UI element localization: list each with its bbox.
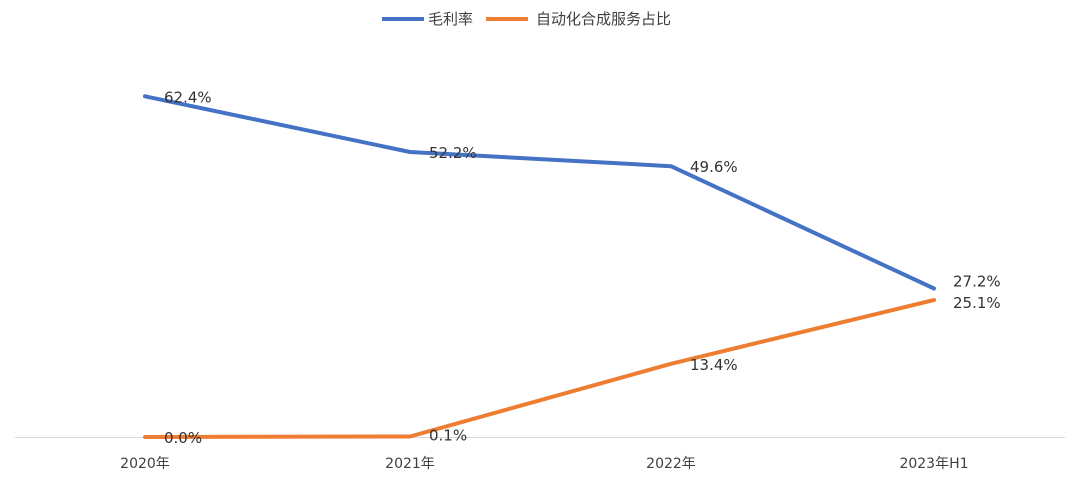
legend: 毛利率 自动化合成服务占比 bbox=[382, 10, 671, 28]
automation-share-line bbox=[143, 298, 936, 439]
x-tick-label: 2020年 bbox=[120, 456, 170, 472]
legend-label: 自动化合成服务占比 bbox=[536, 10, 671, 28]
data-labels: 62.4% 52.2% 49.6% 27.2% 0.0% 0.1% 13.4% 25.1% bbox=[164, 88, 1001, 447]
data-label: 13.4% bbox=[690, 356, 738, 374]
data-label: 62.4% bbox=[164, 88, 212, 106]
x-tick-label: 2023年H1 bbox=[899, 456, 968, 472]
data-label: 52.2% bbox=[429, 144, 477, 162]
gross-margin-line bbox=[143, 94, 936, 291]
x-axis-ticks: 2020年 2021年 2022年 2023年H1 bbox=[120, 456, 968, 472]
data-label: 27.2% bbox=[953, 272, 1001, 290]
x-tick-label: 2021年 bbox=[385, 456, 435, 472]
data-label: 25.1% bbox=[953, 294, 1001, 312]
data-label: 0.0% bbox=[164, 429, 202, 447]
series-lines bbox=[143, 94, 936, 439]
data-label: 0.1% bbox=[429, 426, 467, 444]
legend-label: 毛利率 bbox=[428, 10, 473, 28]
x-tick-label: 2022年 bbox=[646, 456, 696, 472]
data-label: 49.6% bbox=[690, 158, 738, 176]
